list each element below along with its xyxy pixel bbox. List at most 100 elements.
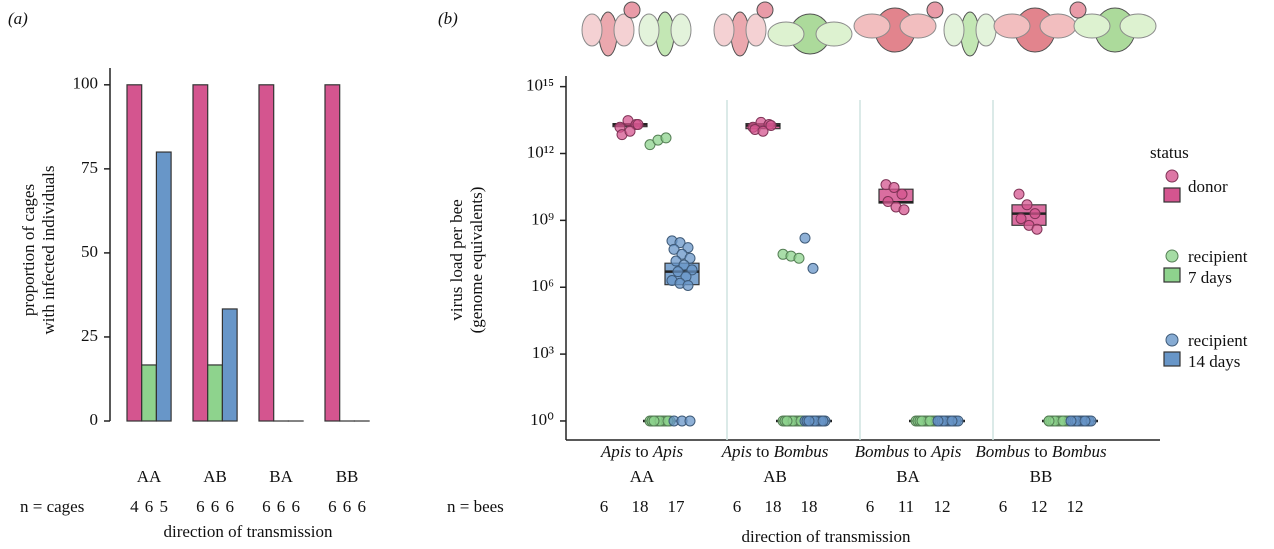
data-point <box>896 188 908 200</box>
y-axis-label: proportion of cages <box>19 184 38 316</box>
y-tick-label: 10⁶ <box>531 276 554 295</box>
panel-label: (a) <box>8 9 28 28</box>
group-title-part: Bombus <box>1052 442 1107 461</box>
bee-illustrations <box>581 1 1157 57</box>
data-point <box>793 252 805 264</box>
group-title: Bombus to Apis <box>855 442 962 461</box>
data-point <box>1013 188 1025 200</box>
n-value: 6 <box>343 497 352 516</box>
data-point <box>1021 199 1033 211</box>
y-tick-label: 10³ <box>532 343 554 362</box>
group-title: Apis to Bombus <box>721 442 829 461</box>
group-title: Apis to Apis <box>600 442 684 461</box>
group-title-part: Bombus <box>855 442 910 461</box>
x-tick-label: BA <box>269 467 293 486</box>
legend-title: status <box>1150 143 1189 162</box>
panel-label: (b) <box>438 9 458 28</box>
y-tick-label: 75 <box>81 158 98 177</box>
bar <box>141 364 157 422</box>
bar <box>207 364 223 422</box>
data-point <box>648 415 660 427</box>
y-tick-label: 10¹⁵ <box>526 76 554 95</box>
legend-swatch <box>1163 267 1181 283</box>
y-tick-label: 100 <box>73 74 99 93</box>
legend-swatch <box>1163 351 1181 367</box>
data-point <box>1079 415 1091 427</box>
group-title-part: Apis <box>600 442 632 461</box>
data-point <box>1031 223 1043 235</box>
data-point <box>684 415 696 427</box>
x-axis-label: direction of transmission <box>163 522 333 541</box>
n-value: 6 <box>211 497 220 516</box>
data-point <box>668 243 680 255</box>
data-point <box>1043 415 1055 427</box>
y-tick-label: 10⁰ <box>530 410 554 429</box>
n-value: 5 <box>160 497 169 516</box>
x-tick-label: AB <box>203 467 227 486</box>
n-value: 18 <box>632 497 649 516</box>
data-point <box>660 132 672 144</box>
x-tick-label: AA <box>137 467 162 486</box>
y-tick-label: 10⁹ <box>531 209 554 228</box>
n-value: 12 <box>934 497 951 516</box>
y-tick-label: 0 <box>90 410 99 429</box>
n-value: 17 <box>668 497 686 516</box>
bar <box>126 84 143 422</box>
n-value: 18 <box>801 497 818 516</box>
y-tick-label: 10¹² <box>527 142 554 161</box>
x-tick-label: BB <box>1030 467 1053 486</box>
legend-swatch <box>1165 333 1179 347</box>
data-point <box>765 120 777 132</box>
y-axis-label: with infected individuals <box>39 165 58 334</box>
data-point <box>882 196 894 208</box>
data-point <box>757 125 769 137</box>
y-axis-label: (genome equivalents) <box>467 187 486 334</box>
n-value: 6 <box>196 497 205 516</box>
x-tick-label: BA <box>896 467 920 486</box>
data-point <box>672 266 684 278</box>
data-point <box>803 415 815 427</box>
y-tick-label: 50 <box>81 242 98 261</box>
n-value: 6 <box>999 497 1008 516</box>
group-title-part: to <box>914 442 927 461</box>
data-point <box>781 415 793 427</box>
data-point <box>624 125 636 137</box>
group-title-part: Apis <box>721 442 753 461</box>
data-point <box>888 181 900 193</box>
bar <box>258 84 275 422</box>
legend-label: recipient 14 days <box>1188 331 1248 371</box>
n-value: 18 <box>765 497 782 516</box>
n-value: 6 <box>145 497 154 516</box>
legend-label: donor <box>1188 177 1228 196</box>
x-tick-label: AA <box>630 467 655 486</box>
n-value: 12 <box>1067 497 1084 516</box>
data-point <box>1065 415 1077 427</box>
group-title-part: Bombus <box>774 442 829 461</box>
n-value: 6 <box>262 497 271 516</box>
data-point <box>807 262 819 274</box>
bar <box>192 84 209 422</box>
group-title-part: to <box>635 442 648 461</box>
n-value: 6 <box>328 497 337 516</box>
n-label: n = cages <box>20 497 84 516</box>
data-point <box>932 415 944 427</box>
y-axis-label: virus load per bee <box>447 199 466 320</box>
bar <box>324 84 341 422</box>
legend-swatch <box>1165 249 1179 263</box>
group-title-part: to <box>756 442 769 461</box>
n-value: 11 <box>898 497 914 516</box>
data-point <box>817 415 829 427</box>
x-axis-label: direction of transmission <box>741 527 911 546</box>
group-title-part: Bombus <box>975 442 1030 461</box>
bar <box>221 308 238 422</box>
bar <box>155 151 172 422</box>
data-point <box>898 204 910 216</box>
n-value: 12 <box>1031 497 1048 516</box>
group-title-part: to <box>1034 442 1047 461</box>
data-point <box>632 119 644 131</box>
n-value: 6 <box>733 497 742 516</box>
data-point <box>1015 213 1027 225</box>
n-value: 6 <box>277 497 286 516</box>
